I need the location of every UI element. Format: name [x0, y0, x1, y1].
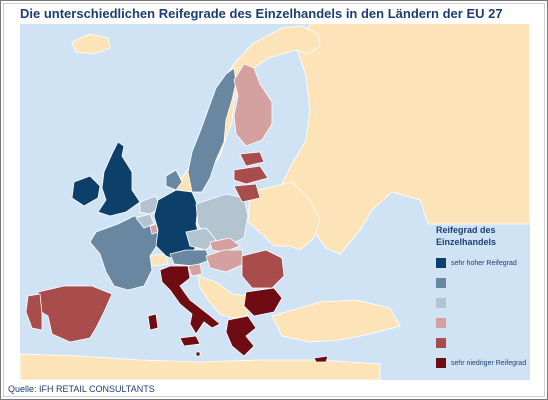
legend-title: Reifegrad des Einzelhandels — [436, 225, 497, 247]
region-russia-east — [281, 24, 530, 255]
region-slovakia — [209, 237, 241, 253]
region-italy — [159, 265, 221, 335]
region-slovenia — [187, 263, 203, 277]
region-ireland — [71, 175, 101, 207]
legend-swatch — [436, 318, 446, 328]
region-malta — [195, 351, 201, 357]
region-cyprus — [313, 355, 329, 363]
legend-item — [436, 278, 451, 288]
non-eu-land — [20, 24, 530, 380]
region-portugal — [25, 293, 43, 331]
region-north-africa — [20, 353, 381, 380]
region-austria — [169, 249, 211, 267]
legend-label: sehr hoher Reifegrad — [451, 259, 517, 267]
region-denmark — [165, 169, 183, 191]
region-bulgaria — [243, 287, 283, 317]
region-turkey — [271, 299, 401, 343]
region-ukraine-belarus — [247, 181, 321, 251]
legend-swatch — [436, 258, 446, 268]
legend-swatch — [436, 358, 446, 368]
region-iceland — [71, 33, 111, 55]
legend-item — [436, 338, 451, 348]
region-estonia — [239, 151, 265, 167]
region-lithuania — [233, 183, 261, 203]
europe-map — [20, 24, 530, 380]
region-sicily — [179, 335, 201, 347]
legend-label: sehr niedriger Reifegrad — [451, 359, 527, 367]
region-belgium — [135, 213, 155, 229]
region-hungary — [205, 249, 245, 273]
source-note: Quelle: IFH RETAIL CONSULTANTS — [8, 384, 155, 394]
region-spain — [37, 285, 113, 343]
region-sardinia — [147, 313, 159, 331]
region-sweden — [187, 67, 237, 193]
legend-item — [436, 318, 451, 328]
region-france — [89, 215, 159, 291]
region-germany — [153, 189, 201, 261]
map-title: Die unterschiedlichen Reifegrade des Ein… — [20, 6, 503, 21]
region-greece — [225, 315, 257, 357]
region-romania — [241, 249, 285, 289]
legend-item: sehr hoher Reifegrad — [436, 258, 517, 268]
legend-item — [436, 298, 451, 308]
map-svg — [20, 24, 530, 380]
legend-swatch — [436, 298, 446, 308]
region-finland — [233, 63, 273, 147]
region-balkans — [197, 275, 253, 319]
legend-swatch — [436, 278, 446, 288]
legend-swatch — [436, 338, 446, 348]
legend-item: sehr niedriger Reifegrad — [436, 358, 526, 368]
region-latvia — [233, 165, 269, 185]
region-uk — [97, 141, 141, 217]
